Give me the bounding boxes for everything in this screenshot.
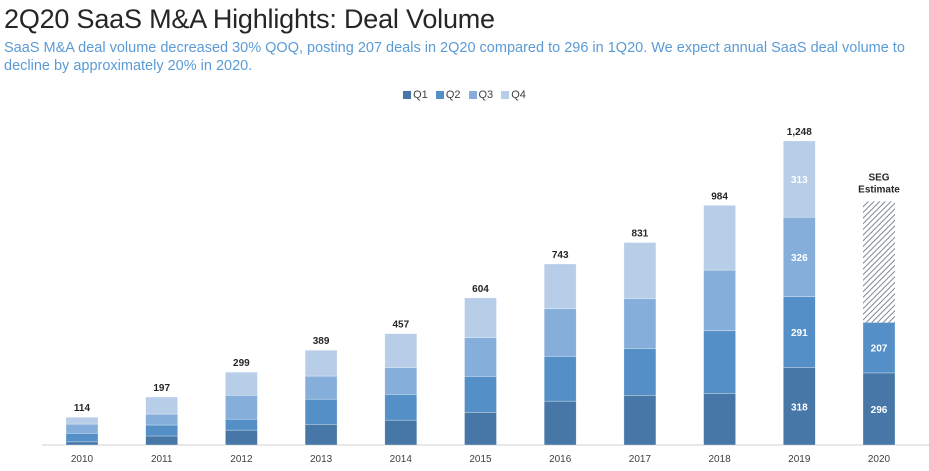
legend-swatch-q4: [501, 91, 510, 99]
bar-segment-q2-2020: [862, 322, 896, 374]
bar-segment-q4-2012: [225, 371, 258, 396]
x-tick-label: 2020: [868, 454, 891, 465]
x-tick-label: 2011: [151, 454, 173, 465]
bar-segment-q1-2016: [543, 400, 577, 446]
bar-segment-q2-2018: [703, 330, 736, 394]
segment-label: 313: [791, 175, 808, 186]
bar-segment-q3-2016: [543, 308, 577, 357]
bar-segment-q4-2011: [145, 396, 178, 415]
x-tick-label: 2013: [310, 454, 333, 465]
x-tick-label: 2017: [629, 454, 652, 465]
total-label-2015: 604: [472, 284, 489, 295]
segment-label: 291: [791, 328, 808, 339]
legend-item-q3: Q3: [468, 89, 494, 101]
bar-segment-q1-2017: [623, 395, 657, 446]
bar-segment-q4-2015: [464, 297, 497, 338]
bar-segment-q3-2012: [225, 395, 258, 420]
bar-segment-q3-2015: [464, 337, 497, 377]
page-title: 2Q20 SaaS M&A Highlights: Deal Volume: [4, 4, 495, 34]
legend-label: Q1: [413, 89, 428, 101]
total-label-2013: 389: [313, 336, 330, 347]
legend-swatch-q2: [435, 91, 444, 99]
bar-segment-q4-2017: [623, 242, 657, 299]
total-label-2014: 457: [392, 320, 409, 331]
bar-segment-q1-2010: [65, 441, 99, 446]
segment-label: 318: [791, 402, 808, 413]
bar-segment-q2-2011: [145, 424, 178, 437]
bar-segment-q2-2014: [384, 394, 418, 421]
legend-item-q1: Q1: [403, 89, 428, 101]
bar-segment-q3-2019: [782, 216, 816, 297]
legend-swatch-q3: [468, 91, 477, 99]
bar-segment-q3-2013: [304, 375, 338, 400]
bar-segment-q1-2019: [782, 367, 816, 446]
estimate-hatched-segment: [863, 201, 895, 323]
legend-label: Q2: [445, 89, 461, 101]
total-label-2019: 1,248: [787, 127, 812, 138]
bar-segment-q1-2011: [145, 435, 178, 446]
bar-segment-q1-2013: [304, 423, 338, 446]
bar-segment-q2-2015: [464, 376, 497, 413]
bar-segment-q3-2018: [703, 269, 736, 332]
bar-segment-q1-2018: [703, 393, 736, 446]
x-tick-label: 2010: [71, 454, 94, 465]
legend-item-q2: Q2: [435, 89, 461, 101]
bar-segment-q1-2014: [384, 419, 418, 446]
total-label-2010: 114: [74, 403, 91, 414]
legend-label: Q3: [478, 89, 494, 101]
bar-segment-q2-2017: [623, 348, 657, 396]
bar-segment-q4-2013: [304, 349, 338, 377]
bar-segment-q2-2019: [782, 296, 816, 368]
segment-label: 207: [871, 344, 888, 355]
bar-segment-q1-2012: [225, 429, 258, 446]
bar-segment-q2-2016: [543, 356, 577, 402]
total-label-2017: 831: [632, 229, 649, 240]
bar-segment-q3-2017: [623, 298, 657, 349]
segment-label: 296: [871, 405, 888, 416]
bar-segment-q2-2012: [225, 418, 258, 431]
bar-segment-q3-2011: [145, 413, 178, 426]
bar-segment-q1-2015: [464, 412, 497, 446]
bar-segment-q4-2010: [65, 416, 99, 425]
total-label-2012: 299: [233, 358, 250, 369]
segment-label: 326: [791, 253, 808, 264]
legend-item-q4: Q4: [501, 89, 526, 101]
legend-label: Q4: [511, 89, 526, 101]
total-label-2018: 984: [711, 191, 728, 202]
bar-segment-q2-2010: [65, 433, 99, 443]
x-tick-label: 2014: [390, 454, 413, 465]
page-subtitle: SaaS M&A deal volume decreased 30% QOQ, …: [4, 40, 905, 74]
estimate-label: SEG: [868, 172, 889, 183]
bar-segment-q4-2014: [384, 333, 418, 368]
legend-swatch-q1: [403, 91, 412, 99]
bar-segment-q4-2016: [543, 263, 577, 309]
estimate-label: Estimate: [858, 184, 900, 195]
x-tick-label: 2018: [708, 454, 731, 465]
total-label-2016: 743: [552, 250, 569, 261]
total-label-2011: 197: [153, 383, 170, 394]
x-tick-label: 2012: [230, 454, 253, 465]
x-tick-label: 2016: [549, 454, 572, 465]
bar-segment-q4-2019: [782, 140, 816, 218]
bar-segment-q3-2014: [384, 367, 418, 395]
bar-segment-q3-2010: [65, 423, 99, 434]
x-tick-label: 2015: [469, 454, 492, 465]
x-tick-label: 2019: [788, 454, 811, 465]
bar-segment-q2-2013: [304, 398, 338, 425]
bar-segment-q4-2018: [703, 204, 736, 271]
chart-legend: Q1 Q2 Q3 Q4: [0, 89, 929, 101]
